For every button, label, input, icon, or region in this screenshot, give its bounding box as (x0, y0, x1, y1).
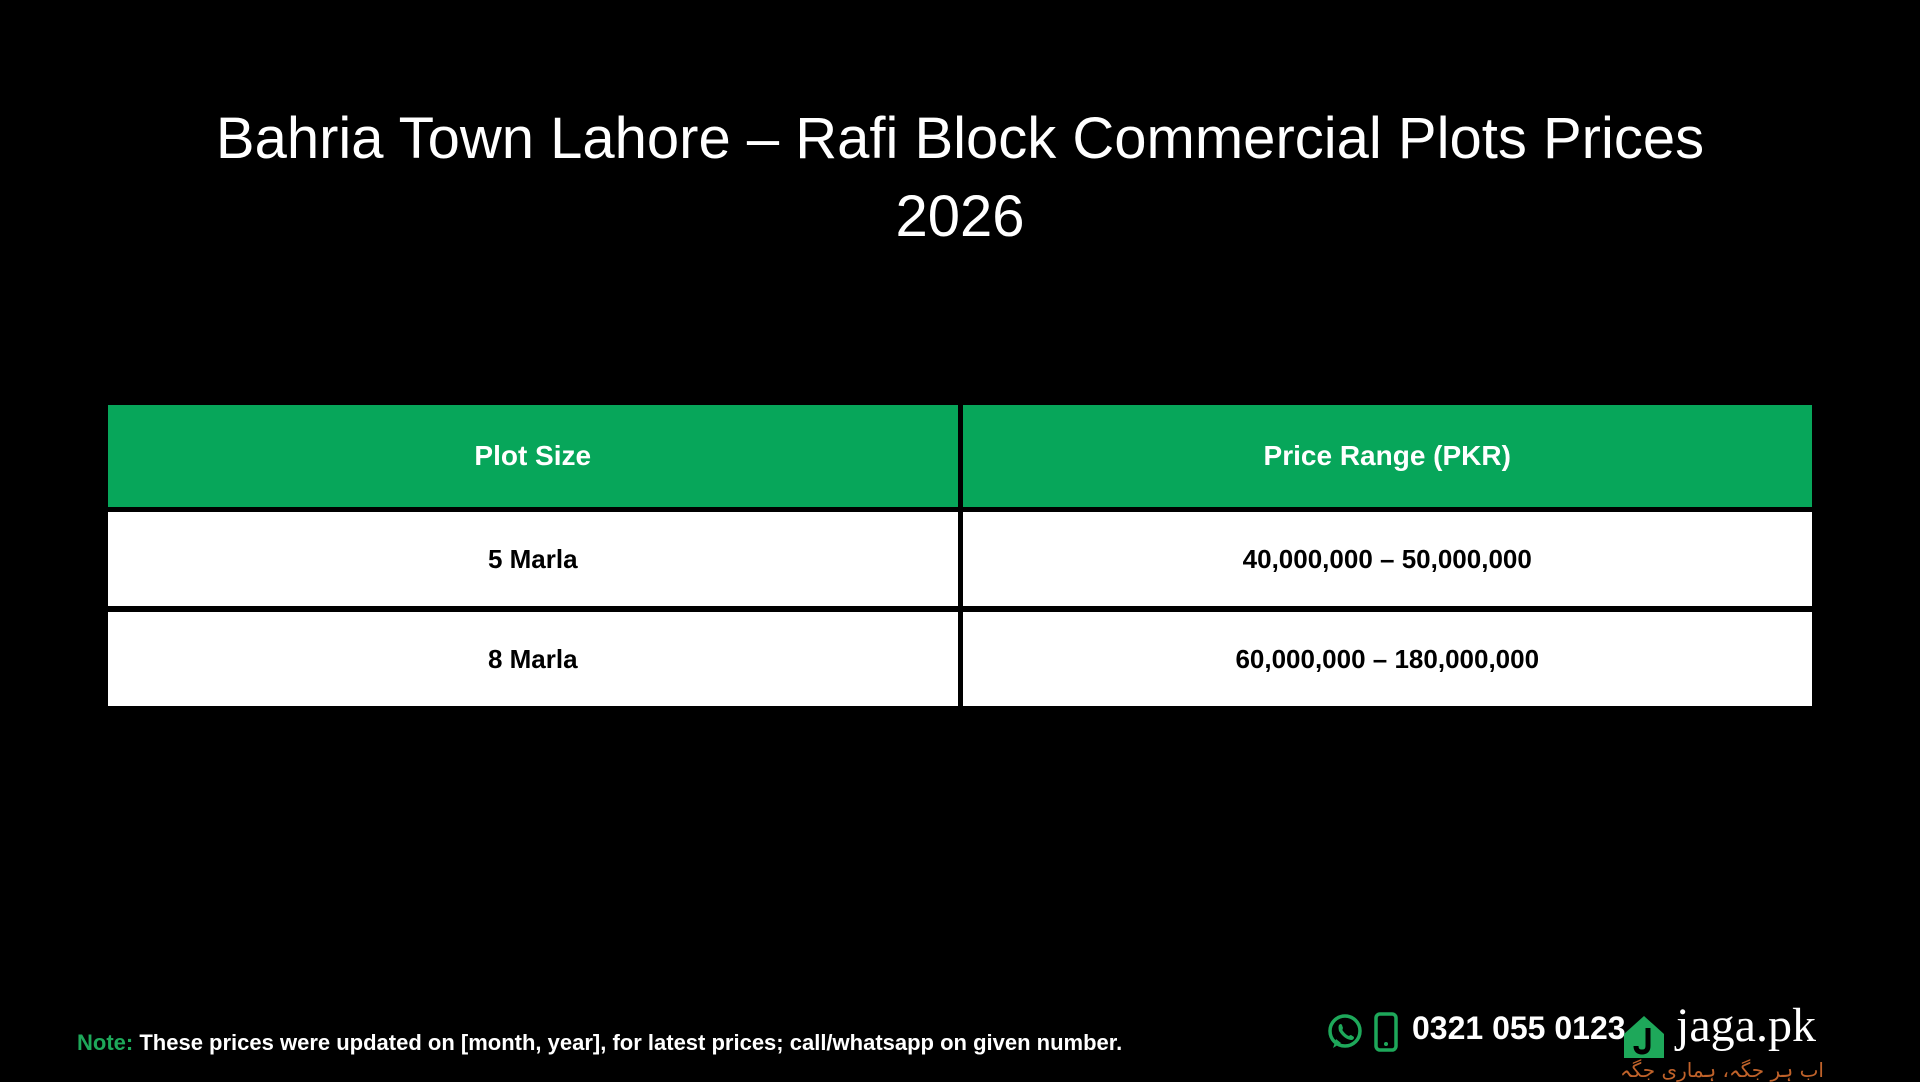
price-table: Plot Size Price Range (PKR) 5 Marla 40,0… (108, 405, 1812, 712)
header-cell: Plot Size (108, 405, 963, 512)
cell: 40,000,000 – 50,000,000 (960, 509, 1812, 612)
note: Note: These prices were updated on [mont… (77, 1030, 1122, 1056)
title: Bahria Town Lahore – Rafi Block Commerci… (215, 106, 1705, 249)
phone-icon (1374, 1012, 1398, 1052)
tagline: اب ہر جگہ، ہماری جگہ (1620, 1058, 1824, 1082)
phone-number: 0321 055 0123 (1412, 1010, 1626, 1046)
cell: 8 Marla (108, 609, 963, 712)
row: 8 Marla 60,000,000 – 180,000,000 (108, 609, 1812, 712)
row: 5 Marla 40,000,000 – 50,000,000 (108, 509, 1812, 612)
header-row: Plot Size Price Range (PKR) (108, 405, 1812, 512)
brand-logo (1624, 1016, 1664, 1058)
note-text: These prices were updated on [month, yea… (139, 1030, 1123, 1055)
note-label: Note: (77, 1030, 134, 1055)
brand-name: jaga.pk (1676, 999, 1816, 1052)
whatsapp-icon (1328, 1014, 1362, 1048)
cell: 5 Marla (108, 509, 963, 612)
cell: 60,000,000 – 180,000,000 (960, 609, 1812, 712)
header-cell: Price Range (PKR) (960, 405, 1812, 512)
